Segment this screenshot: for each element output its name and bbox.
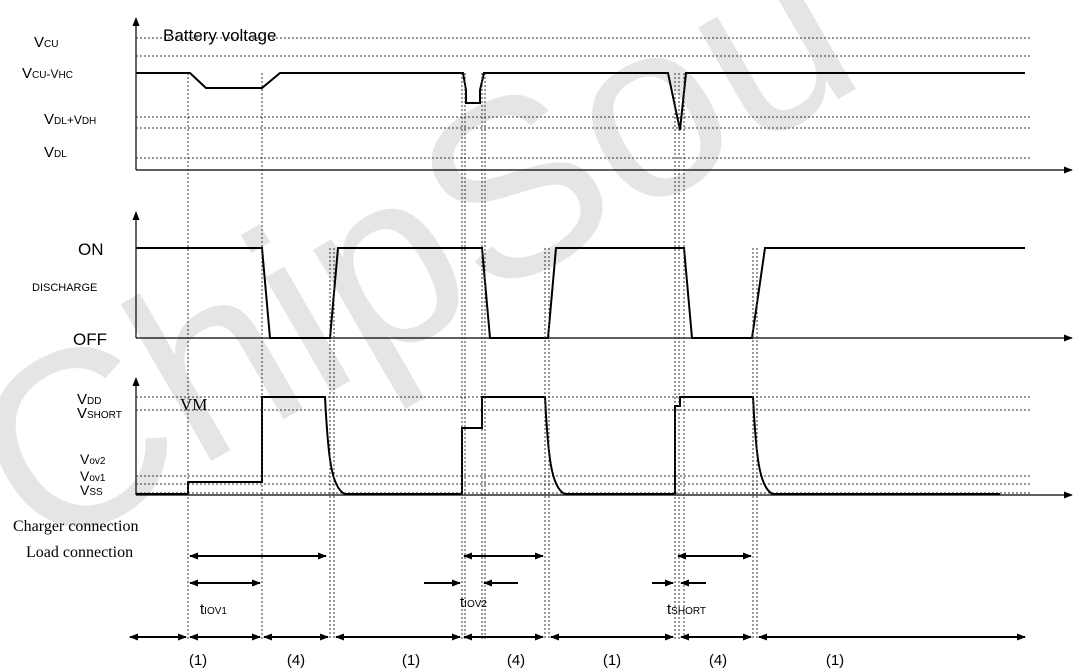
load-connection-label: Load connection [26,544,133,561]
battery-level-lines [136,37,1030,159]
state-label: (1) [189,652,207,669]
state-label: (1) [826,652,844,669]
level-label-vdl: VDL [44,144,67,161]
discharge-panel [132,211,1073,342]
timing-label-tiov1: tIOV1 [200,601,227,618]
battery-voltage-panel [132,17,1073,174]
state-labels: (1) (4) (1) (4) (1) (4) (1) [189,652,844,669]
discharge-on-label: ON [78,240,104,259]
vm-signal-label: VM [180,395,207,414]
watermark: ChipSou [0,0,897,606]
state-label: (1) [603,652,621,669]
state-label: (4) [507,652,525,669]
level-label-vss: VSS [80,482,103,498]
timing-label-tiov2: tIOV2 [460,594,487,611]
battery-voltage-waveform [136,72,1025,131]
discharge-off-label: OFF [73,330,107,349]
timing-arrows [129,552,1026,641]
timing-label-tshort: tSHORT [667,601,706,618]
battery-voltage-legend: Battery voltage [163,26,276,45]
level-label-vcu-vhc: VCU-VHC [22,65,73,82]
charger-connection-label: Charger connection [13,518,138,535]
discharge-waveform [136,247,1025,339]
level-label-vdl-vdh: VDL+VDH [44,111,96,128]
level-label-vcu: VCU [34,34,58,51]
level-label-vov2: Vov2 [80,451,106,467]
state-label: (4) [287,652,305,669]
level-label-vov1: Vov1 [80,468,106,484]
level-label-vdd: VDD [77,391,101,408]
event-guide-lines [187,73,758,640]
discharge-signal-label: DISCHARGE [32,282,97,294]
state-label: (4) [709,652,727,669]
state-label: (1) [402,652,420,669]
level-label-vshort: VSHORT [77,405,122,422]
